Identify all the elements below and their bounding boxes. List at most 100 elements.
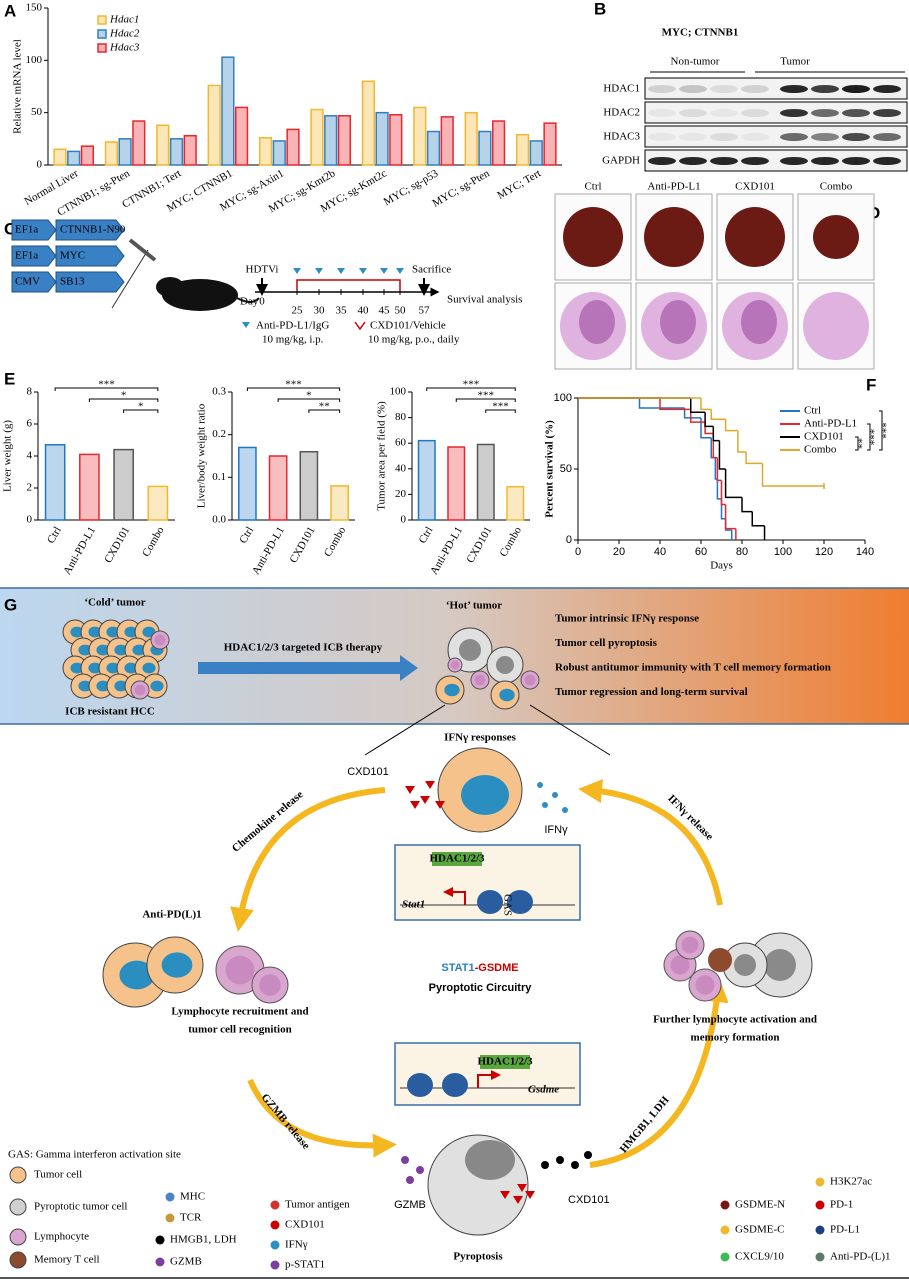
lymph-nucleus (134, 684, 146, 696)
panel-label: G (4, 595, 17, 614)
legend-icon (155, 1257, 165, 1267)
survival-step (724, 469, 742, 499)
blot-group: Tumor (780, 56, 810, 68)
drug-mark (500, 1191, 510, 1199)
drug-mark (525, 1191, 535, 1199)
survival-step (724, 504, 736, 530)
image-label: Combo (820, 181, 853, 193)
gzmb-mark (406, 1176, 414, 1184)
legend-label: GSDME-N (735, 1199, 785, 1211)
bar (476, 443, 495, 521)
survival-step (751, 511, 765, 527)
blot-band (679, 133, 707, 141)
significance-label: * (138, 401, 144, 413)
x-tick-label: Ctrl (237, 525, 256, 546)
nucleosome (407, 1073, 433, 1097)
day-label: 57 (419, 305, 431, 317)
legend-icon (155, 1235, 165, 1245)
bar (337, 115, 352, 166)
promoter-label: EF1a (15, 224, 38, 236)
ifng-mark (537, 782, 543, 788)
panel-label: F (866, 375, 876, 394)
bar (207, 84, 221, 166)
step-label: tumor cell recognition (188, 1024, 291, 1036)
y-tick-label: 0 (401, 514, 407, 526)
bar (515, 133, 530, 166)
x-axis-label: Days (710, 560, 733, 572)
survival-step (720, 480, 726, 506)
gene-name: Stat1 (402, 899, 425, 911)
step-label: Further lymphocyte activation and (653, 1014, 817, 1026)
blot-band (811, 109, 839, 117)
treatment: Anti-PD-L1/IgG (256, 320, 329, 332)
gas-note: GAS: Gamma interferon activation site (8, 1149, 181, 1161)
blot-band (873, 157, 901, 165)
legend-label: CXD101 (804, 431, 844, 443)
tumor-region (660, 300, 696, 344)
survival-step (704, 422, 714, 435)
x-tick-label: Ctrl (417, 525, 436, 546)
liver (725, 207, 785, 267)
legend-icon (720, 1200, 730, 1210)
blot-protein: HDAC3 (603, 131, 640, 143)
significance-label: ** (857, 438, 869, 449)
blot-strip (644, 149, 908, 172)
survival-step (745, 451, 763, 465)
bar (447, 446, 466, 521)
y-tick-label: 0.3 (212, 386, 226, 398)
lymph-nucleus (474, 674, 486, 686)
ifng-mark (552, 792, 558, 798)
legend-label: Combo (804, 444, 837, 456)
bar (417, 439, 436, 521)
survival-step (690, 409, 706, 423)
legend-icon (270, 1260, 280, 1270)
legend-label: Tumor antigen (285, 1199, 350, 1211)
tumor-region (579, 300, 615, 344)
blot-band (780, 157, 808, 165)
hdac: HDAC1/2/3 (430, 853, 486, 865)
tissue (803, 292, 869, 360)
x-tick-label: 140 (856, 546, 874, 558)
pyro-nucleus (496, 656, 514, 674)
therapy-arrow (198, 655, 418, 681)
nucleus (106, 626, 120, 638)
blot-band (648, 157, 676, 165)
y-tick-label: 4 (27, 450, 33, 462)
significance-bracket (879, 410, 883, 451)
nucleosome (477, 890, 503, 914)
nucleus (499, 688, 515, 702)
drug-mark (435, 801, 445, 809)
nucleus (124, 626, 138, 638)
drug: CXD101 (347, 766, 389, 778)
bar (104, 141, 118, 166)
gas-label: GAS (501, 894, 513, 916)
legend-label: Anti-PD-L1 (804, 418, 857, 430)
dose-marker (337, 268, 345, 274)
bar (529, 140, 543, 166)
day-label: 35 (336, 305, 348, 317)
circuit-title: STAT1-GSDME (441, 962, 518, 974)
y-axis-label: Liver weight (g) (2, 420, 14, 492)
blot-band (710, 133, 738, 141)
x-tick-label: CXD101 (464, 525, 494, 565)
blot-band (842, 157, 870, 165)
step-label: memory formation (691, 1032, 780, 1044)
dose-marker (359, 268, 367, 274)
y-tick-label: 100 (554, 392, 572, 404)
bar (440, 116, 454, 166)
blot-protein: HDAC2 (603, 107, 640, 119)
legend-icon (815, 1177, 825, 1187)
cytokine: IFNγ (544, 824, 568, 836)
endpoint: Survival analysis (447, 294, 522, 306)
drug-mark (517, 1184, 527, 1192)
treatment-span (296, 279, 401, 290)
blot-band (741, 109, 769, 117)
x-tick-label: 80 (736, 546, 748, 558)
survival-step (700, 417, 712, 439)
bar (238, 446, 257, 521)
y-axis-label: Relative mRNA level (12, 39, 24, 134)
legend-icon (270, 1200, 280, 1210)
significance-bracket (855, 436, 859, 451)
y-tick-label: 0.0 (212, 514, 226, 526)
